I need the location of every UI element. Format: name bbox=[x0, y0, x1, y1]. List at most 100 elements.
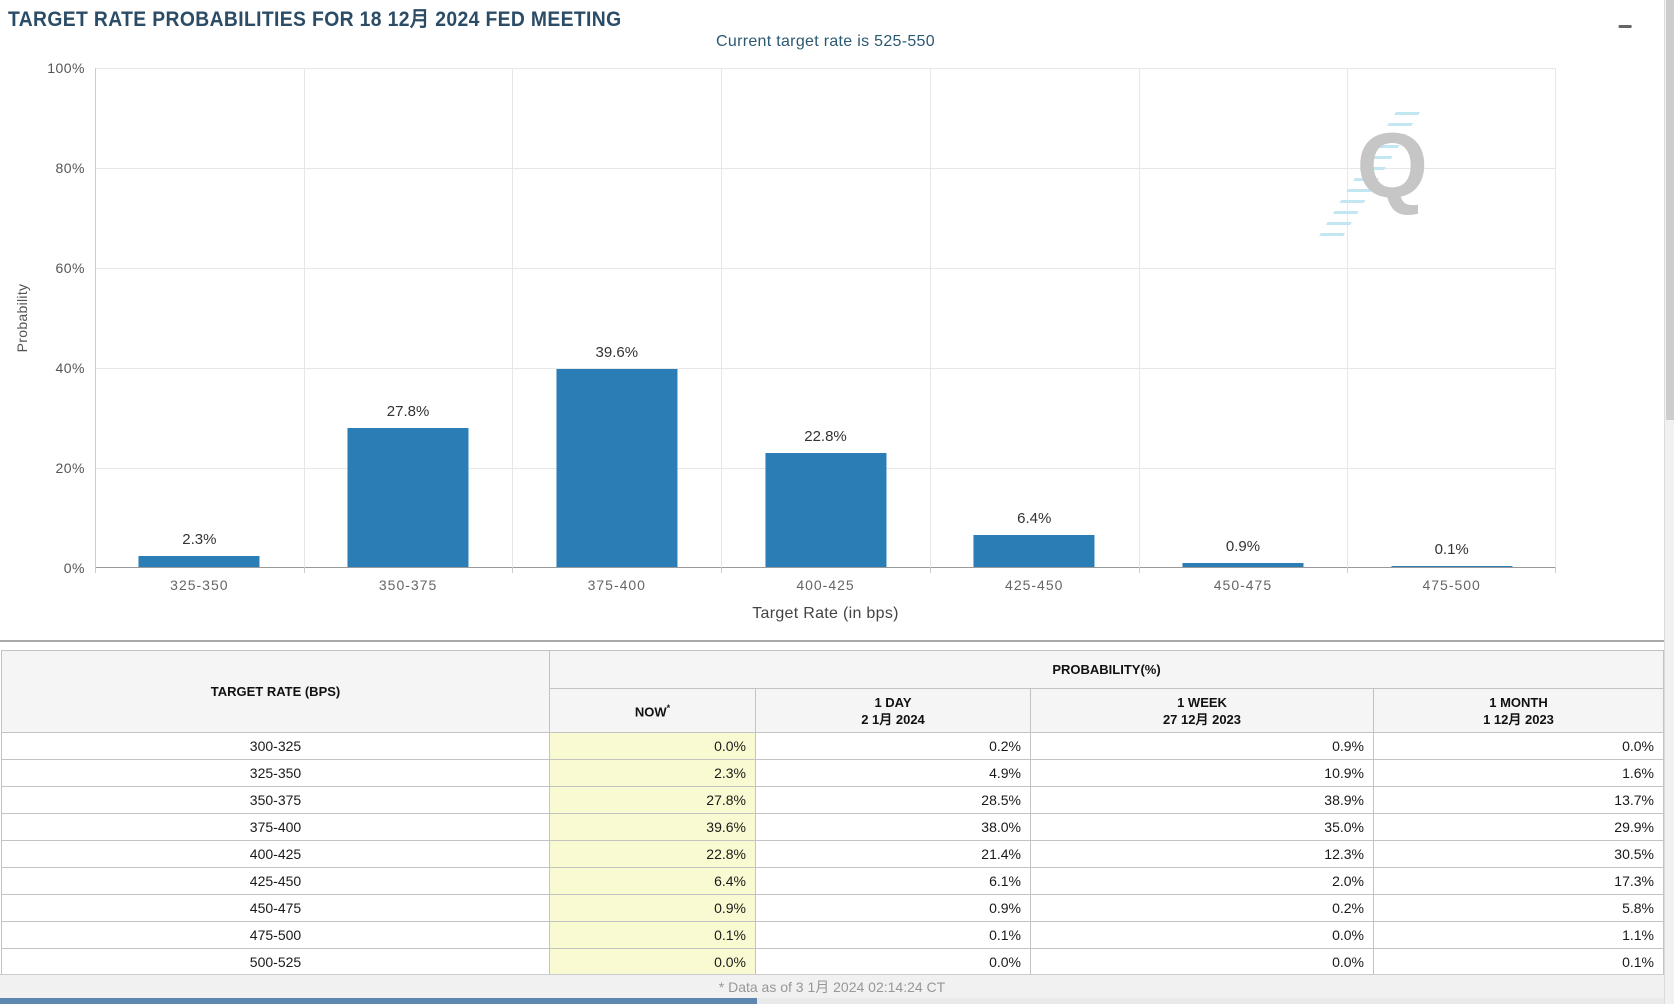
rate-cell: 325-350 bbox=[1, 759, 550, 787]
table-row: 350-375 27.8% 28.5% 38.9% 13.7% bbox=[1, 786, 1664, 814]
x-tick-label: 450-475 bbox=[1213, 577, 1273, 593]
rate-cell: 425-450 bbox=[1, 867, 550, 895]
bar-value-label: 6.4% bbox=[1017, 510, 1052, 527]
month-cell: 5.8% bbox=[1373, 894, 1664, 922]
x-axis-labels: 325-350 350-375 375-400 400-425 425-450 450-4… bbox=[95, 577, 1556, 593]
footer-bar: * Data as of 3 1月 2024 02:14:24 CT bbox=[0, 974, 1664, 998]
now-cell: 2.3% bbox=[549, 759, 756, 787]
x-tick-label: 375-400 bbox=[587, 577, 646, 593]
bar-column: 6.4% bbox=[930, 68, 1139, 567]
table-row: 500-525 0.0% 0.0% 0.0% 0.1% bbox=[1, 948, 1664, 976]
now-cell: 27.8% bbox=[549, 786, 756, 814]
now-cell: 0.9% bbox=[549, 894, 756, 922]
rate-cell: 350-375 bbox=[1, 786, 550, 814]
week-cell: 10.9% bbox=[1030, 759, 1374, 787]
day-cell: 28.5% bbox=[755, 786, 1031, 814]
x-tick-mark bbox=[512, 567, 514, 573]
v-gridline bbox=[929, 68, 931, 567]
v-gridline bbox=[512, 68, 514, 567]
week-cell: 2.0% bbox=[1030, 867, 1374, 895]
column-header-1-week: 1 WEEK 27 12月 2023 bbox=[1030, 688, 1374, 733]
week-cell: 38.9% bbox=[1030, 786, 1374, 814]
day-cell: 4.9% bbox=[755, 759, 1031, 787]
data-as-of-note: * Data as of 3 1月 2024 02:14:24 CT bbox=[718, 979, 946, 995]
x-tick-label: 325-350 bbox=[170, 577, 229, 593]
now-cell: 0.1% bbox=[549, 921, 756, 949]
probability-bar[interactable] bbox=[764, 453, 887, 567]
x-tick-mark bbox=[95, 567, 96, 573]
rate-cell: 450-475 bbox=[1, 894, 550, 922]
column-header-1-day: 1 DAY 2 1月 2024 bbox=[755, 688, 1031, 733]
day-cell: 0.1% bbox=[755, 921, 1031, 949]
v-gridline bbox=[1347, 68, 1349, 567]
now-cell: 0.0% bbox=[549, 948, 756, 976]
rate-cell: 375-400 bbox=[1, 813, 550, 841]
now-cell: 22.8% bbox=[549, 840, 756, 868]
table-row: 300-325 0.0% 0.2% 0.9% 0.0% bbox=[1, 732, 1664, 760]
x-tick-label: 350-375 bbox=[378, 577, 438, 593]
section-divider bbox=[0, 640, 1674, 642]
x-tick-label: 475-500 bbox=[1422, 577, 1481, 593]
x-tick-mark bbox=[1555, 567, 1556, 573]
x-tick-mark bbox=[721, 567, 723, 573]
day-cell: 21.4% bbox=[755, 840, 1031, 868]
week-cell: 0.0% bbox=[1030, 948, 1374, 976]
bar-column: 0.1% bbox=[1347, 68, 1556, 567]
bar-column: 27.8% bbox=[304, 68, 513, 567]
x-tick-label: 400-425 bbox=[796, 577, 855, 593]
bar-column: 2.3% bbox=[95, 68, 304, 567]
probability-group-header: PROBABILITY(%) bbox=[549, 650, 1664, 689]
probability-bar[interactable] bbox=[138, 555, 260, 567]
horizontal-scrollbar[interactable] bbox=[0, 998, 1664, 1004]
x-tick-mark bbox=[303, 567, 305, 573]
h-gridline bbox=[95, 168, 1556, 169]
table-row: 475-500 0.1% 0.1% 0.0% 1.1% bbox=[1, 921, 1664, 949]
v-gridline bbox=[303, 68, 305, 567]
y-tick-label: 100% bbox=[47, 60, 85, 76]
table-row: 375-400 39.6% 38.0% 35.0% 29.9% bbox=[1, 813, 1664, 841]
month-cell: 13.7% bbox=[1373, 786, 1664, 814]
v-gridline bbox=[1138, 68, 1140, 567]
bar-column: 0.9% bbox=[1139, 68, 1348, 567]
rate-cell: 400-425 bbox=[1, 840, 550, 868]
bar-value-label: 2.3% bbox=[182, 530, 217, 548]
chart-menu-button[interactable] bbox=[1614, 12, 1636, 30]
now-cell: 0.0% bbox=[549, 732, 756, 760]
title-bar: TARGET RATE PROBABILITIES FOR 18 12月 202… bbox=[0, 0, 1664, 32]
probability-bar[interactable] bbox=[556, 369, 678, 567]
week-cell: 35.0% bbox=[1030, 813, 1374, 841]
month-cell: 17.3% bbox=[1373, 867, 1664, 895]
table-row: 425-450 6.4% 6.1% 2.0% 17.3% bbox=[1, 867, 1664, 895]
x-axis-title: Target Rate (in bps) bbox=[752, 605, 899, 622]
probability-bar[interactable] bbox=[347, 428, 469, 567]
y-axis-title: Probability bbox=[14, 283, 30, 353]
vertical-scrollbar[interactable] bbox=[1664, 0, 1674, 1004]
day-cell: 6.1% bbox=[755, 867, 1031, 895]
page-title: TARGET RATE PROBABILITIES FOR 18 12月 202… bbox=[8, 8, 622, 31]
column-header-1-month: 1 MONTH 1 12月 2023 bbox=[1373, 688, 1664, 733]
day-cell: 0.0% bbox=[755, 948, 1031, 976]
probability-bar[interactable] bbox=[1391, 566, 1513, 567]
probability-bar[interactable] bbox=[1182, 562, 1304, 567]
probability-bar[interactable] bbox=[973, 535, 1095, 567]
week-cell: 12.3% bbox=[1030, 840, 1374, 868]
rate-cell: 500-525 bbox=[1, 948, 550, 976]
month-cell: 1.6% bbox=[1373, 759, 1664, 787]
week-cell: 0.0% bbox=[1030, 921, 1374, 949]
bar-value-label: 27.8% bbox=[386, 403, 430, 420]
y-axis-line bbox=[95, 68, 96, 567]
vertical-scrollbar-thumb[interactable] bbox=[1666, 0, 1674, 420]
day-cell: 38.0% bbox=[755, 813, 1031, 841]
month-cell: 0.0% bbox=[1373, 732, 1664, 760]
v-gridline bbox=[1555, 68, 1556, 567]
table-row: 325-350 2.3% 4.9% 10.9% 1.6% bbox=[1, 759, 1664, 787]
rate-column-header: TARGET RATE (BPS) bbox=[1, 650, 550, 733]
horizontal-scrollbar-thumb[interactable] bbox=[0, 998, 757, 1004]
day-cell: 0.9% bbox=[755, 894, 1031, 922]
h-gridline bbox=[95, 368, 1556, 369]
bar-value-label: 39.6% bbox=[595, 344, 639, 361]
rate-cell: 475-500 bbox=[1, 921, 550, 949]
month-cell: 30.5% bbox=[1373, 840, 1664, 868]
day-cell: 0.2% bbox=[755, 732, 1031, 760]
